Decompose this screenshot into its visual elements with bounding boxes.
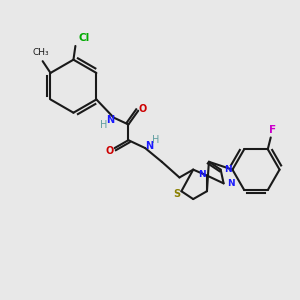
Text: O: O	[138, 104, 146, 114]
Text: F: F	[269, 124, 276, 134]
Text: N: N	[227, 179, 235, 188]
Text: N: N	[145, 141, 153, 151]
Text: Cl: Cl	[78, 33, 90, 43]
Text: N: N	[106, 115, 114, 124]
Text: N: N	[225, 165, 232, 174]
Text: CH₃: CH₃	[32, 48, 49, 57]
Text: N: N	[198, 170, 206, 179]
Text: S: S	[173, 189, 180, 199]
Text: O: O	[106, 146, 114, 156]
Text: H: H	[100, 121, 108, 130]
Text: H: H	[152, 135, 160, 145]
